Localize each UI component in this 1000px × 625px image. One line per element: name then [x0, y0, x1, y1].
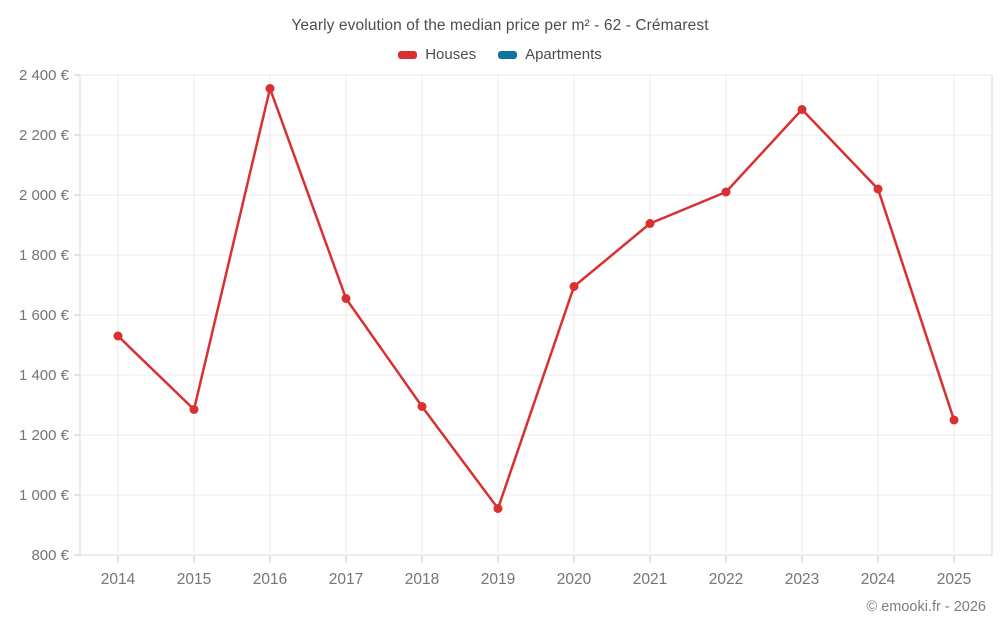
y-tick-label: 1 000 € [19, 487, 70, 504]
houses-point-2016[interactable] [265, 84, 275, 93]
houses-point-2021[interactable] [645, 219, 655, 228]
legend: Houses Apartments [0, 46, 1000, 63]
houses-point-2020[interactable] [569, 282, 579, 291]
legend-label-houses: Houses [425, 46, 477, 63]
credit-text: © emooki.fr - 2026 [866, 599, 986, 615]
y-tick-label: 800 € [31, 547, 69, 564]
x-tick-label: 2020 [557, 571, 592, 588]
y-tick-label: 1 400 € [19, 367, 70, 384]
houses-series-line [116, 87, 956, 510]
houses-point-2024[interactable] [873, 184, 883, 194]
houses-point-2022[interactable] [721, 187, 731, 197]
x-tick-label: 2022 [709, 571, 743, 588]
legend-item-apartments[interactable]: Apartments [498, 46, 602, 63]
houses-point-2023[interactable] [797, 105, 807, 114]
houses-point-2017[interactable] [341, 294, 351, 303]
y-tick-label: 2 400 € [19, 67, 70, 84]
legend-item-houses[interactable]: Houses [398, 46, 476, 63]
x-tick-label: 2024 [861, 571, 896, 588]
houses-point-2025[interactable] [949, 415, 959, 425]
x-tick-label: 2023 [785, 571, 819, 588]
y-tick-label: 2 200 € [19, 127, 70, 144]
y-tick-label: 1 800 € [19, 247, 70, 264]
x-tick-label: 2015 [177, 571, 211, 588]
x-tick-label: 2016 [253, 571, 287, 588]
x-tick-label: 2025 [937, 571, 971, 588]
x-tick-label: 2021 [633, 571, 667, 588]
x-tick-label: 2019 [481, 571, 515, 588]
x-tick-label: 2014 [101, 571, 136, 588]
y-tick-label: 2 000 € [19, 187, 70, 204]
chart-title: Yearly evolution of the median price per… [291, 17, 709, 34]
houses-point-2014[interactable] [113, 331, 123, 341]
y-tick-label: 1 200 € [19, 427, 70, 444]
apartments-series-swatch-icon [498, 50, 518, 59]
houses-series-swatch-icon [398, 50, 418, 59]
houses-point-2018[interactable] [417, 402, 427, 411]
houses-point-2019[interactable] [493, 504, 503, 513]
x-tick-label: 2017 [329, 571, 363, 588]
x-tick-label: 2018 [405, 571, 439, 588]
houses-point-2015[interactable] [189, 405, 199, 414]
y-tick-label: 1 600 € [19, 307, 70, 324]
legend-label-apartments: Apartments [525, 46, 602, 63]
